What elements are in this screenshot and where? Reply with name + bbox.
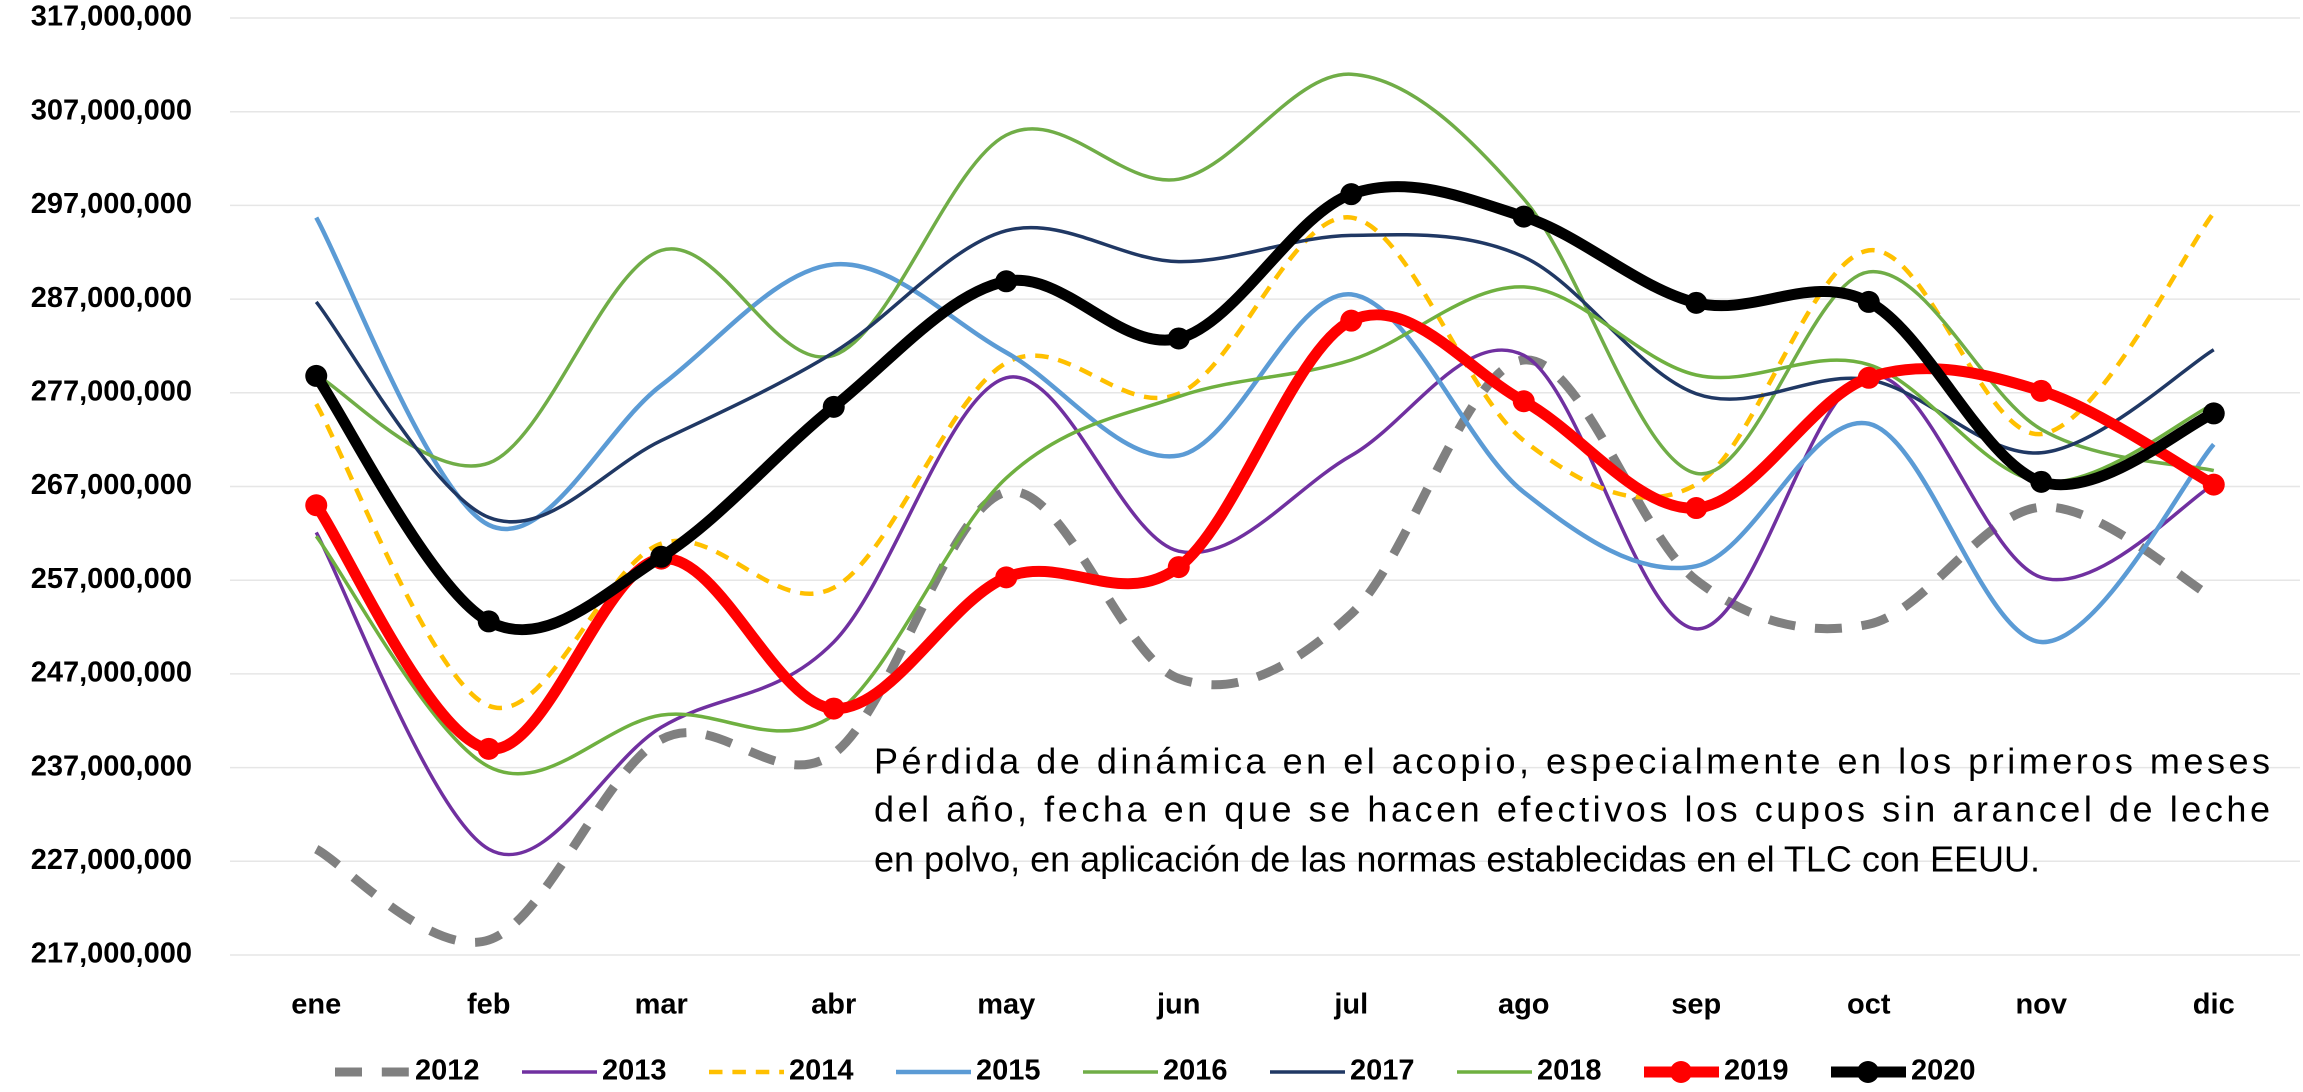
annotation-line: en polvo, en aplicación de las normas es… bbox=[874, 839, 2040, 880]
legend-label: 2019 bbox=[1724, 1055, 1789, 1087]
series-line bbox=[313, 355, 2216, 947]
x-tick-label: feb bbox=[467, 989, 511, 1021]
legend-item: 2016 bbox=[1083, 1055, 1228, 1087]
point bbox=[995, 270, 1018, 293]
point bbox=[1857, 366, 1880, 389]
point bbox=[2030, 470, 2053, 493]
legend-item: 2014 bbox=[709, 1055, 854, 1087]
y-tick-label: 277,000,000 bbox=[31, 375, 192, 407]
y-tick-label: 217,000,000 bbox=[31, 938, 192, 970]
annotation: Pérdida de dinámica en el acopio, especi… bbox=[874, 741, 2270, 880]
point bbox=[1167, 556, 1190, 579]
point bbox=[2202, 473, 2225, 496]
point bbox=[2030, 379, 2053, 402]
y-tick-label: 237,000,000 bbox=[31, 750, 192, 782]
x-tick-label: abr bbox=[811, 989, 856, 1021]
point bbox=[305, 494, 328, 517]
legend-label: 2014 bbox=[789, 1055, 854, 1087]
point bbox=[1167, 327, 1190, 350]
x-tick-label: mar bbox=[635, 989, 688, 1021]
legend-marker bbox=[1857, 1061, 1879, 1083]
y-tick-label: 257,000,000 bbox=[31, 563, 192, 595]
x-tick-label: jun bbox=[1156, 989, 1201, 1021]
legend-item: 2017 bbox=[1270, 1055, 1415, 1087]
x-tick-label: ene bbox=[291, 989, 341, 1021]
legend-item: 2020 bbox=[1831, 1055, 1976, 1087]
series-line bbox=[315, 72, 2215, 476]
legend-marker bbox=[1670, 1061, 1692, 1083]
point bbox=[477, 737, 500, 760]
x-tick-label: jul bbox=[1333, 989, 1368, 1021]
series-line bbox=[314, 225, 2215, 524]
x-tick-label: nov bbox=[2015, 989, 2067, 1021]
x-tick-label: oct bbox=[1847, 989, 1891, 1021]
legend-item: 2015 bbox=[896, 1055, 1041, 1087]
point bbox=[1340, 309, 1363, 332]
legend-label: 2013 bbox=[602, 1055, 667, 1087]
y-tick-label: 227,000,000 bbox=[31, 844, 192, 876]
x-tick-label: sep bbox=[1671, 989, 1721, 1021]
legend-item: 2012 bbox=[335, 1055, 480, 1087]
series-line bbox=[311, 309, 2217, 755]
point bbox=[822, 395, 845, 418]
point bbox=[650, 545, 673, 568]
point bbox=[477, 610, 500, 633]
y-tick-label: 287,000,000 bbox=[31, 282, 192, 314]
y-tick-label: 307,000,000 bbox=[31, 94, 192, 126]
legend-label: 2015 bbox=[976, 1055, 1041, 1087]
legend-item: 2018 bbox=[1457, 1055, 1602, 1087]
legend-item: 2019 bbox=[1644, 1055, 1789, 1087]
point bbox=[305, 364, 328, 387]
legend-label: 2016 bbox=[1163, 1055, 1228, 1087]
point bbox=[1340, 183, 1363, 206]
y-tick-label: 247,000,000 bbox=[31, 657, 192, 689]
point bbox=[1857, 290, 1880, 313]
x-tick-label: dic bbox=[2193, 989, 2235, 1021]
point bbox=[1512, 205, 1535, 228]
point bbox=[1685, 291, 1708, 314]
point bbox=[2202, 402, 2225, 425]
legend-label: 2020 bbox=[1911, 1055, 1976, 1087]
series-line bbox=[314, 211, 2216, 711]
legend-label: 2018 bbox=[1537, 1055, 1602, 1087]
y-tick-label: 267,000,000 bbox=[31, 469, 192, 501]
point bbox=[995, 566, 1018, 589]
x-tick-label: may bbox=[977, 989, 1035, 1021]
series-line bbox=[314, 216, 2216, 645]
legend-label: 2017 bbox=[1350, 1055, 1415, 1087]
point bbox=[822, 697, 845, 720]
series-line bbox=[311, 181, 2217, 636]
y-tick-label: 297,000,000 bbox=[31, 188, 192, 220]
annotation-line: Pérdida de dinámica en el acopio, especi… bbox=[874, 741, 2270, 782]
point bbox=[1685, 497, 1708, 520]
legend-label: 2012 bbox=[415, 1055, 480, 1087]
annotation-line: del año, fecha en que se hacen efectivos… bbox=[874, 789, 2270, 830]
legend-item: 2013 bbox=[522, 1055, 667, 1087]
y-tick-label: 317,000,000 bbox=[31, 1, 192, 33]
x-tick-label: ago bbox=[1498, 989, 1550, 1021]
point bbox=[1512, 390, 1535, 413]
